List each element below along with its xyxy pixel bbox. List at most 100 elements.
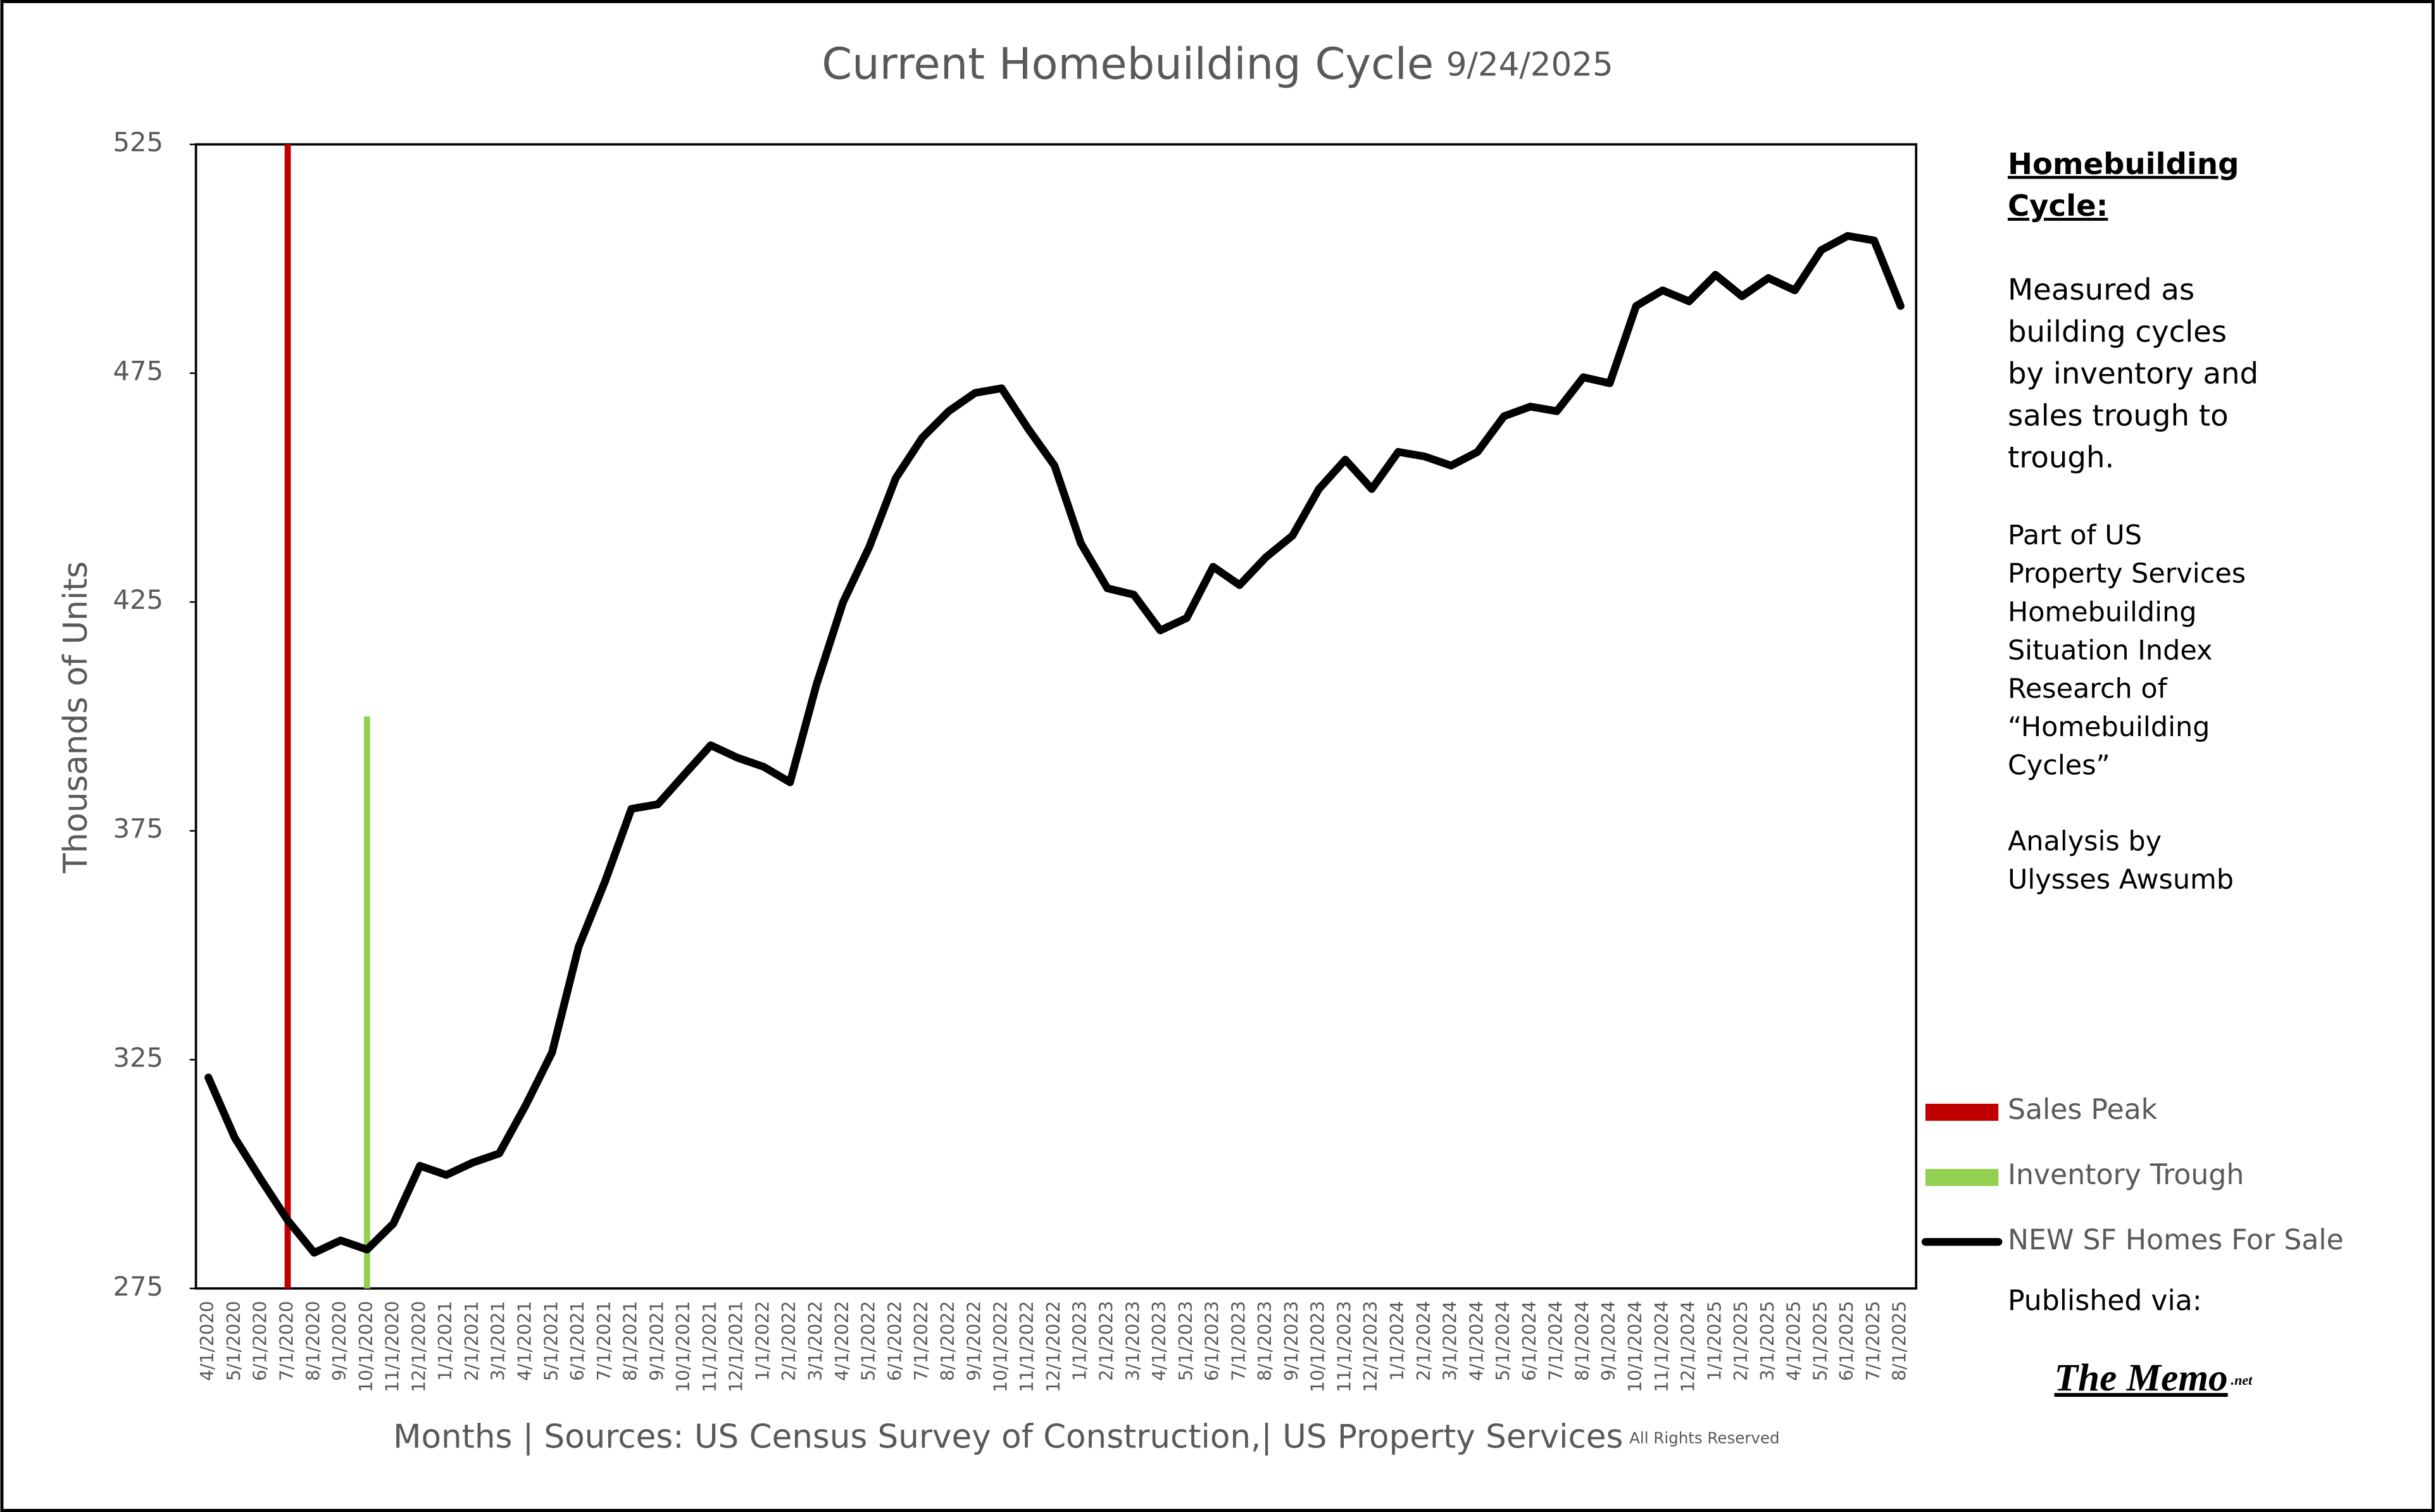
x-tick-label: 4/1/2021 xyxy=(514,1301,535,1381)
x-tick-label: 6/1/2024 xyxy=(1519,1301,1540,1381)
sidebar-text: Homebuilding xyxy=(2008,596,2197,628)
x-tick-label: 7/1/2022 xyxy=(911,1301,932,1381)
x-tick-label: 8/1/2023 xyxy=(1255,1301,1275,1381)
x-tick-label: 4/1/2022 xyxy=(832,1301,853,1381)
sidebar-text: Ulysses Awsumb xyxy=(2008,864,2234,896)
x-tick-label: 11/1/2023 xyxy=(1334,1301,1355,1392)
legend-label: Inventory Trough xyxy=(2008,1159,2244,1191)
x-tick-label: 9/1/2021 xyxy=(646,1301,667,1381)
x-tick-label: 2/1/2021 xyxy=(461,1301,482,1381)
x-tick-label: 3/1/2022 xyxy=(805,1301,826,1381)
y-tick-label: 425 xyxy=(113,584,163,615)
x-tick-label: 4/1/2024 xyxy=(1466,1301,1487,1381)
legend-label: NEW SF Homes For Sale xyxy=(2008,1224,2344,1256)
x-tick-label: 12/1/2020 xyxy=(408,1301,429,1392)
x-tick-label: 1/1/2022 xyxy=(752,1301,773,1381)
x-tick-label: 10/1/2021 xyxy=(673,1301,694,1392)
x-tick-label: 5/1/2022 xyxy=(858,1301,879,1381)
x-tick-label: 8/1/2022 xyxy=(937,1301,958,1381)
y-tick-label: 375 xyxy=(113,813,163,844)
sidebar-text: Part of US xyxy=(2008,520,2142,551)
x-tick-label: 10/1/2020 xyxy=(356,1301,377,1392)
x-tick-label: 8/1/2025 xyxy=(1889,1301,1910,1381)
x-tick-label: 9/1/2022 xyxy=(964,1301,985,1381)
x-tick-label: 1/1/2025 xyxy=(1704,1301,1725,1381)
x-tick-label: 6/1/2021 xyxy=(567,1301,588,1381)
y-axis-label: Thousands of Units xyxy=(57,561,95,874)
plot-frame xyxy=(194,143,1918,1290)
data-line xyxy=(204,232,1905,1257)
publisher: The Memo .net xyxy=(2055,1356,2253,1399)
sidebar-text: Analysis by xyxy=(2008,825,2162,857)
publisher-suffix: .net xyxy=(2231,1372,2253,1388)
title-date: 9/24/2025 xyxy=(1446,46,1613,84)
sidebar-text: “Homebuilding xyxy=(2008,711,2210,743)
x-tick-label: 11/1/2022 xyxy=(1017,1301,1037,1392)
sidebar-text: Property Services xyxy=(2008,558,2246,590)
x-tick-label: 5/1/2025 xyxy=(1810,1301,1831,1381)
x-tick-label: 12/1/2024 xyxy=(1678,1301,1699,1392)
x-tick-label: 4/1/2025 xyxy=(1784,1301,1805,1381)
x-label-main: Months | Sources: US Census Survey of Co… xyxy=(393,1418,1623,1456)
legend-swatch xyxy=(1925,1168,1999,1186)
x-axis-label: Months | Sources: US Census Survey of Co… xyxy=(393,1418,1779,1456)
sidebar-heading: Cycle: xyxy=(2008,189,2108,223)
x-tick-label: 11/1/2024 xyxy=(1651,1301,1672,1392)
y-tick-label: 325 xyxy=(113,1042,163,1073)
x-tick-label: 6/1/2023 xyxy=(1202,1301,1223,1381)
x-tick-label: 9/1/2020 xyxy=(329,1301,350,1381)
x-tick-label: 3/1/2024 xyxy=(1440,1301,1461,1381)
x-tick-label: 3/1/2023 xyxy=(1122,1301,1143,1381)
x-tick-label: 2/1/2024 xyxy=(1413,1301,1434,1381)
x-tick-label: 5/1/2021 xyxy=(541,1301,561,1381)
x-tick-label: 4/1/2020 xyxy=(197,1301,218,1381)
x-tick-label: 3/1/2021 xyxy=(488,1301,509,1381)
legend-swatch xyxy=(1925,1103,1999,1121)
x-tick-label: 11/1/2021 xyxy=(699,1301,720,1392)
x-tick-label: 2/1/2023 xyxy=(1096,1301,1117,1381)
y-tick-label: 525 xyxy=(113,127,163,158)
publisher-name: The Memo xyxy=(2055,1356,2228,1399)
x-tick-label: 9/1/2024 xyxy=(1598,1301,1619,1381)
sidebar-text: sales trough to xyxy=(2008,398,2229,432)
x-tick-label: 12/1/2021 xyxy=(726,1301,747,1392)
x-tick-label: 7/1/2025 xyxy=(1863,1301,1884,1381)
sidebar-heading: Homebuilding xyxy=(2008,147,2239,181)
x-tick-label: 3/1/2025 xyxy=(1757,1301,1778,1381)
x-tick-label: 1/1/2023 xyxy=(1070,1301,1091,1381)
sidebar-text: Cycles” xyxy=(2008,750,2110,782)
x-tick-label: 10/1/2024 xyxy=(1625,1301,1646,1392)
sidebar-text: Research of xyxy=(2008,673,2168,704)
x-tick-label: 4/1/2023 xyxy=(1149,1301,1170,1381)
x-tick-label: 5/1/2023 xyxy=(1175,1301,1196,1381)
x-tick-label: 8/1/2021 xyxy=(620,1301,641,1381)
sidebar-text: Situation Index xyxy=(2008,635,2212,666)
x-tick-label: 7/1/2024 xyxy=(1546,1301,1567,1381)
x-tick-label: 6/1/2025 xyxy=(1836,1301,1857,1381)
x-tick-label: 7/1/2023 xyxy=(1228,1301,1249,1381)
x-tick-label: 8/1/2020 xyxy=(303,1301,323,1381)
x-tick-label: 12/1/2023 xyxy=(1360,1301,1381,1392)
x-tick-label: 5/1/2020 xyxy=(223,1301,244,1381)
x-tick-label: 1/1/2024 xyxy=(1387,1301,1408,1381)
x-tick-label: 5/1/2024 xyxy=(1493,1301,1513,1381)
x-tick-label: 11/1/2020 xyxy=(382,1301,403,1392)
x-tick-label: 7/1/2020 xyxy=(277,1301,297,1381)
x-tick-label: 10/1/2023 xyxy=(1308,1301,1329,1392)
chart-title: Current Homebuilding Cycle 9/24/2025 xyxy=(822,39,1613,90)
x-tick-label: 8/1/2024 xyxy=(1572,1301,1593,1381)
sidebar-text: trough. xyxy=(2008,440,2114,475)
legend-label: Sales Peak xyxy=(2008,1094,2158,1126)
y-tick-label: 275 xyxy=(113,1271,163,1302)
x-tick-label: 9/1/2023 xyxy=(1281,1301,1302,1381)
x-tick-label: 10/1/2022 xyxy=(990,1301,1011,1392)
x-tick-label: 6/1/2022 xyxy=(884,1301,905,1381)
sidebar-text: Measured as xyxy=(2008,273,2194,307)
x-label-note: All Rights Reserved xyxy=(1629,1429,1779,1447)
x-tick-label: 6/1/2020 xyxy=(250,1301,271,1381)
x-tick-label: 7/1/2021 xyxy=(594,1301,615,1381)
x-tick-label: 2/1/2022 xyxy=(779,1301,799,1381)
